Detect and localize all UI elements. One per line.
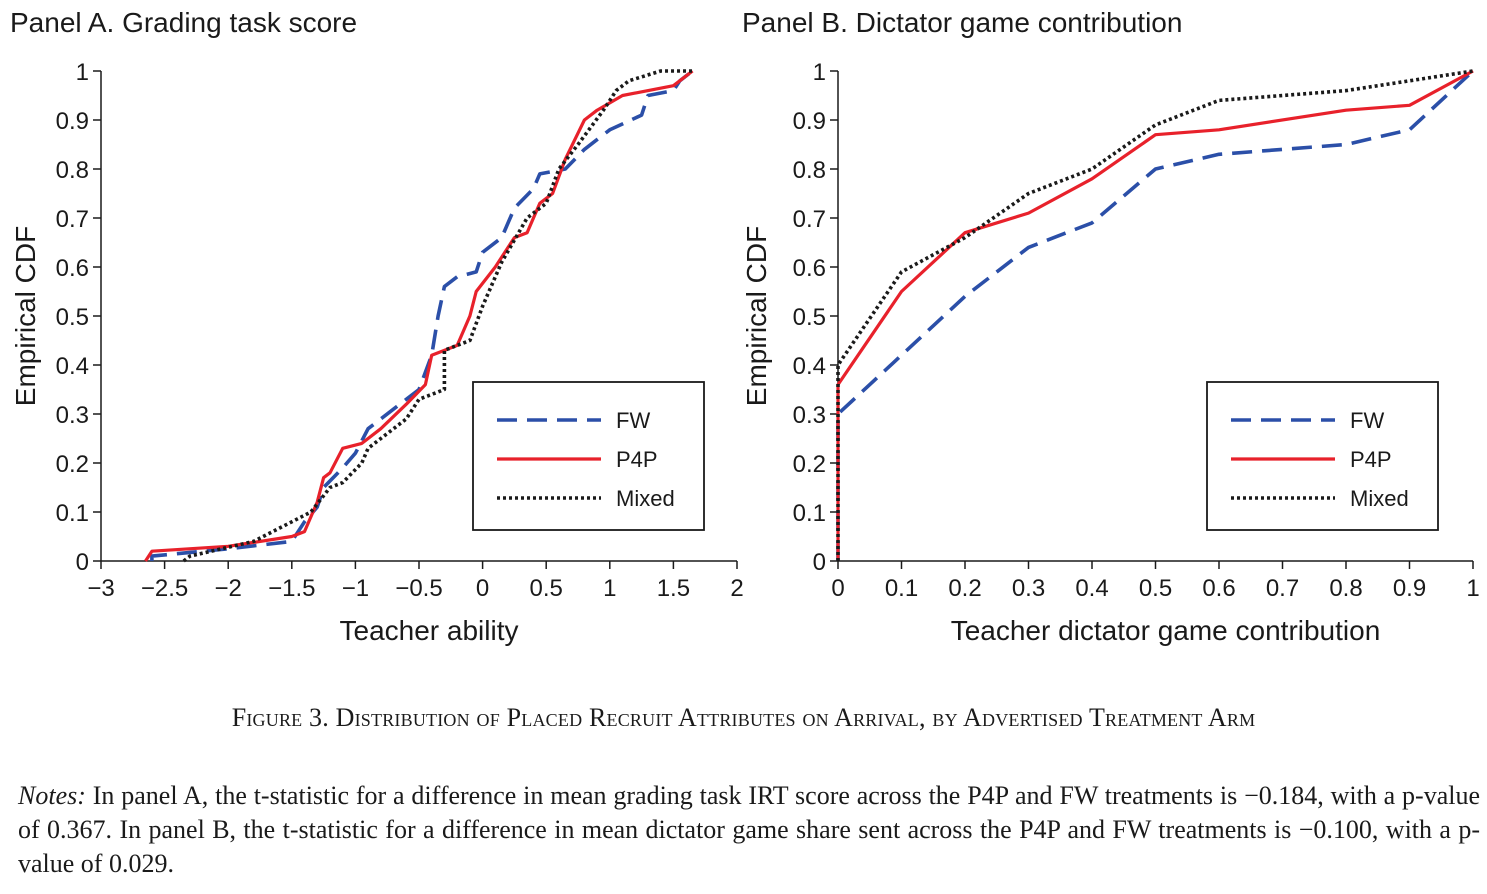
panel-b-x-tick-label: 0.9 <box>1393 575 1426 602</box>
panel-a-legend-box <box>472 381 705 531</box>
figure-notes: Notes: In panel A, the t-statistic for a… <box>18 779 1480 881</box>
panel-a-y-tick-label: 1 <box>76 59 89 86</box>
panel-b-legend-label-mixed: Mixed <box>1350 486 1409 511</box>
panel-b-y-tick-label: 0.2 <box>793 451 826 478</box>
panel-b-x-tick-label: 0 <box>831 575 844 602</box>
panel-b-series-mixed-line <box>836 69 1474 561</box>
panel-b-y-tick-label: 0.6 <box>793 255 826 282</box>
panel-b-x-axis-title: Teacher dictator game contribution <box>951 615 1381 646</box>
notes-text: In panel A, the t-statistic for a differ… <box>18 781 1481 878</box>
panel-b-series-fw-line <box>836 69 1475 561</box>
panel-b-y-tick-label: 0 <box>813 549 826 576</box>
panel-b-y-tick-label: 1 <box>813 59 826 86</box>
panel-b-x-tick-label: 0.2 <box>948 575 981 602</box>
panel-a-series-p4p-line <box>144 69 694 562</box>
figure-caption: Figure 3. Distribution of Placed Recruit… <box>231 703 1256 732</box>
panel-b-x-tick-label: 1 <box>1466 575 1479 602</box>
panel-a-x-tick-label: −1 <box>342 575 369 602</box>
panel-a-x-tick-label: −2 <box>215 575 242 602</box>
panel-b-x-tick-label: 0.5 <box>1139 575 1172 602</box>
panel-b-y-tick-label: 0.5 <box>793 304 826 331</box>
panel-a-series-fw-line <box>150 69 694 561</box>
panel-a-y-tick-label: 0.5 <box>56 304 89 331</box>
panel-a-series-mixed-line <box>182 69 693 563</box>
panel-a-y-tick-label: 0.2 <box>56 451 89 478</box>
notes-label: Notes: <box>18 781 86 810</box>
panel-a-y-tick-label: 0.4 <box>56 353 89 380</box>
panel-b-x-tick-label: 0.7 <box>1266 575 1299 602</box>
panel-a-legend-label-fw: FW <box>616 408 650 433</box>
panel-a-x-axis-title: Teacher ability <box>340 615 519 646</box>
panel-b-y-tick-label: 0.9 <box>793 108 826 135</box>
panel-a-x-tick-label: 0.5 <box>530 575 563 602</box>
panel-b-title: Panel B. Dictator game contribution <box>742 7 1182 38</box>
panel-a-x-tick-label: 1 <box>603 575 616 602</box>
panel-a-y-axis-title: Empirical CDF <box>10 226 41 406</box>
panel-a-chart: Panel A. Grading task score 0 0.1 0.2 0.3 0.4… <box>10 7 744 646</box>
panel-a-y-tick-label: 0 <box>76 549 89 576</box>
panel-a-legend-label-p4p: P4P <box>616 447 658 472</box>
panel-b-chart: Panel B. Dictator game contribution 0 0.1 0… <box>741 7 1480 646</box>
panel-b-legend-label-fw: FW <box>1350 408 1384 433</box>
panel-a-x-tick-label: −2.5 <box>141 575 188 602</box>
panel-a-x-tick-label: −3 <box>87 575 114 602</box>
panel-b-x-tick-label: 0.3 <box>1012 575 1045 602</box>
panel-a-title: Panel A. Grading task score <box>10 7 357 38</box>
panel-b-y-tick-label: 0.8 <box>793 157 826 184</box>
panel-b-x-tick-label: 0.6 <box>1202 575 1235 602</box>
panel-b-legend-label-p4p: P4P <box>1350 447 1392 472</box>
panel-b-series-p4p-line <box>836 69 1474 561</box>
panel-b-y-tick-label: 0.4 <box>793 353 826 380</box>
panel-a-y-tick-label: 0.1 <box>56 500 89 527</box>
panel-b-x-tick-label: 0.8 <box>1329 575 1362 602</box>
panel-a-x-tick-label: −0.5 <box>395 575 442 602</box>
panel-a-x-tick-label: −1.5 <box>268 575 315 602</box>
panel-b-y-axis-title: Empirical CDF <box>741 226 772 406</box>
panel-a-y-tick-label: 0.8 <box>56 157 89 184</box>
panel-a-x-tick-label: 2 <box>730 575 743 602</box>
panel-a-y-tick-label: 0.7 <box>56 206 89 233</box>
panel-a-y-tick-label: 0.6 <box>56 255 89 282</box>
panel-b-x-tick-label: 0.4 <box>1075 575 1108 602</box>
panel-a-x-tick-label: 1.5 <box>657 575 690 602</box>
panel-b-x-tick-label: 0.1 <box>885 575 918 602</box>
panel-b-y-tick-label: 0.3 <box>793 402 826 429</box>
panel-a-x-tick-label: 0 <box>476 575 489 602</box>
panel-a-y-tick-label: 0.3 <box>56 402 89 429</box>
panel-b-y-tick-label: 0.7 <box>793 206 826 233</box>
panel-b-legend-box <box>1206 381 1439 531</box>
panel-a-y-tick-label: 0.9 <box>56 108 89 135</box>
panel-a-legend-label-mixed: Mixed <box>616 486 675 511</box>
panel-b-y-tick-label: 0.1 <box>793 500 826 527</box>
